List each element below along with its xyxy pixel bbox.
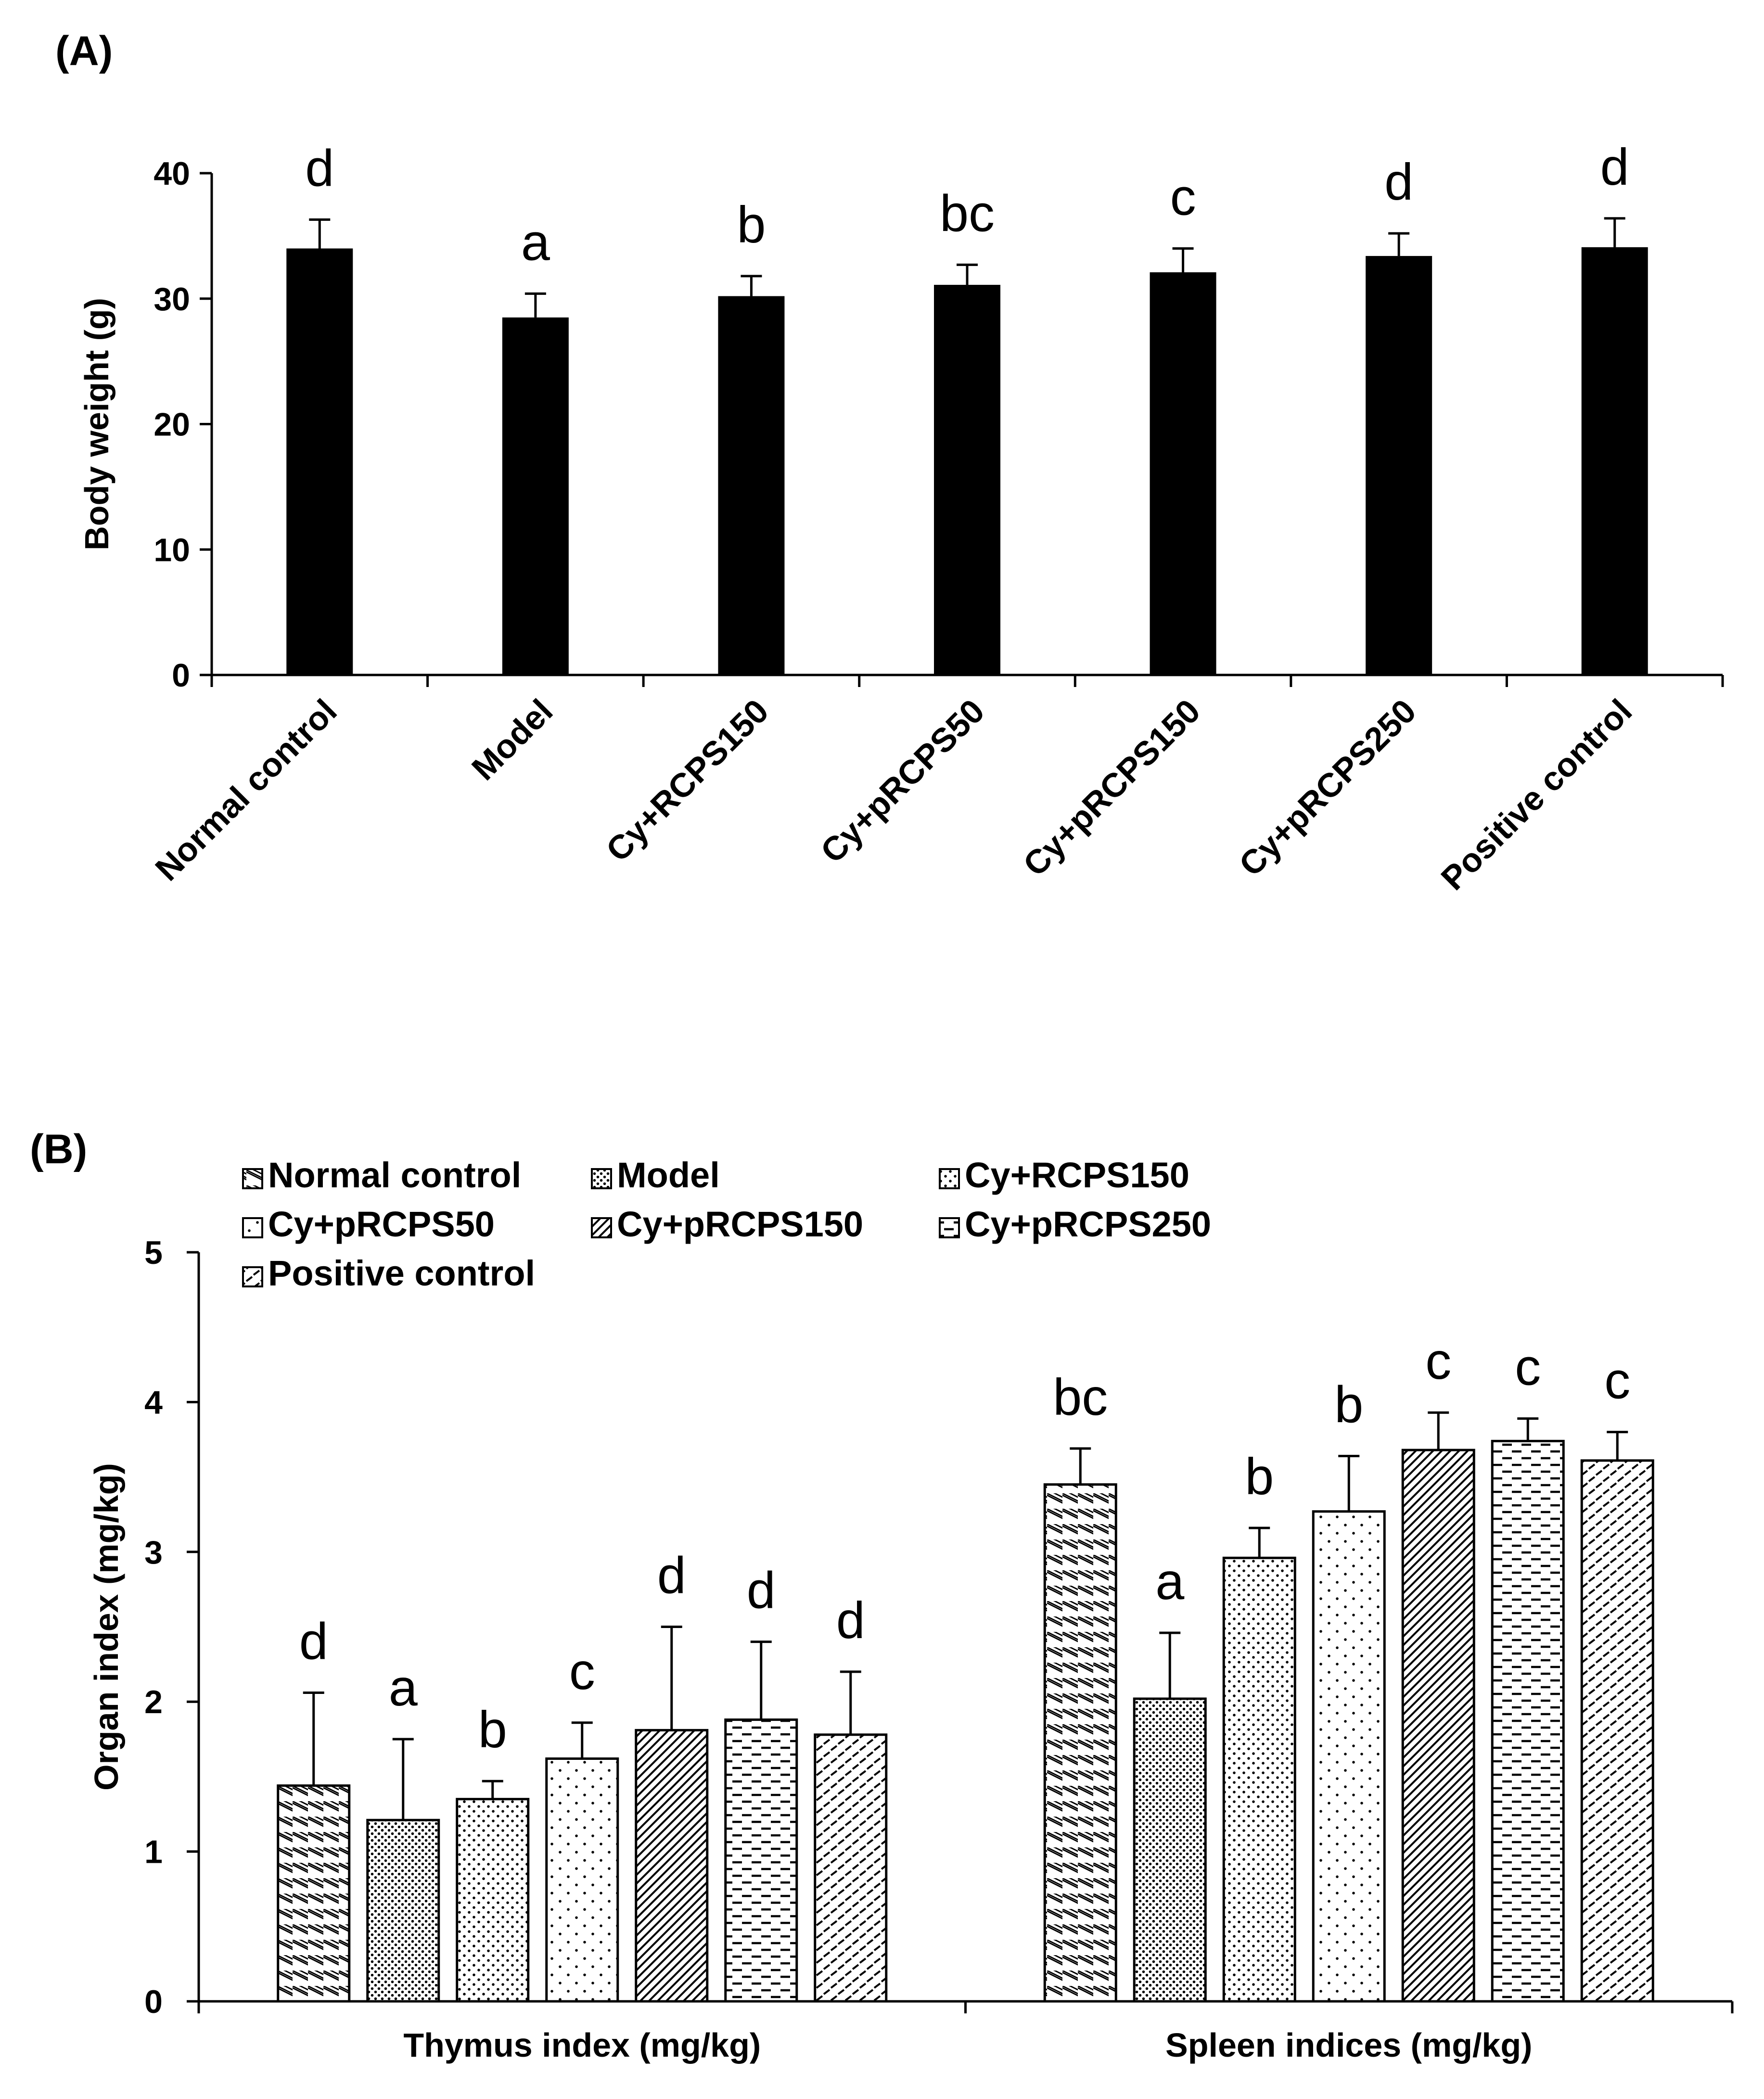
- panel-b: (B) 0 1 2 3 4 5 Organ index (mg/kg) Thymus index…: [30, 1126, 1734, 2064]
- y-axis-title: Body weight (g): [78, 298, 115, 550]
- significance-label: d: [747, 1561, 776, 1619]
- y-tick-label: 5: [144, 1234, 163, 1271]
- bar: [1150, 272, 1216, 675]
- legend-label: Positive control: [268, 1253, 535, 1293]
- y-tick-label: 4: [144, 1384, 163, 1421]
- y-tick-label: 0: [172, 657, 190, 694]
- significance-label: c: [1604, 1351, 1630, 1410]
- legend-label: Cy+pRCPS50: [268, 1204, 495, 1244]
- category-label: Cy+RCPS150: [599, 692, 776, 868]
- bar: [1401, 1449, 1475, 2003]
- significance-label: b: [737, 195, 766, 254]
- significance-label: bc: [1053, 1368, 1108, 1426]
- legend-swatch: [242, 1168, 263, 1189]
- legend-swatch: [242, 1266, 263, 1287]
- significance-label: a: [389, 1658, 418, 1717]
- bar: [718, 296, 785, 675]
- bar: [814, 1733, 888, 2003]
- significance-label: d: [1384, 153, 1413, 211]
- bar: [635, 1729, 709, 2003]
- bar: [1366, 256, 1432, 675]
- legend-label: Cy+pRCPS150: [617, 1204, 863, 1244]
- panel-a-label: (A): [55, 28, 113, 74]
- significance-label: b: [1245, 1447, 1274, 1505]
- category-label: Spleen indices (mg/kg): [1165, 2026, 1532, 2064]
- y-tick-label: 1: [144, 1834, 163, 1870]
- bar: [1312, 1510, 1386, 2003]
- legend-swatch: [939, 1168, 960, 1189]
- y-tick-label: 40: [153, 155, 190, 192]
- category-label: Normal control: [148, 692, 344, 888]
- y-tick-label: 0: [144, 1984, 163, 2020]
- significance-label: d: [1600, 138, 1629, 196]
- panel-b-label: (B): [30, 1126, 87, 1172]
- legend-label: Cy+RCPS150: [965, 1155, 1189, 1195]
- bar: [724, 1718, 798, 2003]
- significance-label: b: [478, 1700, 507, 1758]
- legend-swatch: [591, 1217, 612, 1238]
- category-label: Cy+pRCPS150: [1016, 692, 1207, 883]
- legend-swatch: [591, 1168, 612, 1189]
- category-label: Thymus index (mg/kg): [403, 2026, 761, 2064]
- significance-label: b: [1334, 1375, 1363, 1434]
- significance-label: a: [1155, 1552, 1185, 1610]
- bar: [1491, 1439, 1565, 2003]
- bar: [277, 1784, 351, 2003]
- legend-label: Normal control: [268, 1155, 521, 1195]
- legend-label: Model: [617, 1155, 720, 1195]
- significance-label: a: [521, 213, 550, 271]
- significance-label: c: [569, 1642, 595, 1700]
- y-tick-label: 3: [144, 1534, 163, 1571]
- y-tick-label: 10: [153, 532, 190, 568]
- significance-label: d: [657, 1546, 686, 1604]
- significance-label: c: [1425, 1332, 1451, 1390]
- significance-label: c: [1170, 167, 1196, 226]
- bar: [286, 248, 353, 675]
- bar: [1581, 247, 1648, 675]
- bar: [934, 285, 1000, 675]
- bar: [366, 1819, 440, 2003]
- bar: [502, 317, 569, 675]
- panel-a: (A) 0 10 20 30 40 Body weight (g) d Normal contr…: [55, 28, 1724, 897]
- bar: [1133, 1697, 1207, 2003]
- category-label: Cy+pRCPS50: [813, 692, 991, 870]
- significance-label: d: [299, 1612, 328, 1670]
- y-tick-label: 20: [153, 407, 190, 443]
- bar: [1043, 1483, 1117, 2003]
- legend-label: Cy+pRCPS250: [965, 1204, 1211, 1244]
- y-axis-title: Organ index (mg/kg): [88, 1463, 125, 1791]
- category-label: Positive control: [1434, 692, 1639, 897]
- legend-swatch: [242, 1217, 263, 1238]
- significance-label: bc: [940, 184, 995, 242]
- bar: [545, 1757, 619, 2003]
- significance-label: d: [305, 139, 334, 197]
- y-tick-label: 2: [144, 1684, 163, 1720]
- y-tick-label: 30: [153, 281, 190, 318]
- bar: [1222, 1556, 1296, 2003]
- bar: [456, 1798, 530, 2003]
- category-label: Cy+pRCPS250: [1232, 692, 1423, 883]
- significance-label: d: [836, 1591, 865, 1649]
- category-label: Model: [464, 692, 560, 787]
- legend-swatch: [939, 1217, 960, 1238]
- significance-label: c: [1515, 1338, 1541, 1396]
- bar: [1580, 1459, 1654, 2003]
